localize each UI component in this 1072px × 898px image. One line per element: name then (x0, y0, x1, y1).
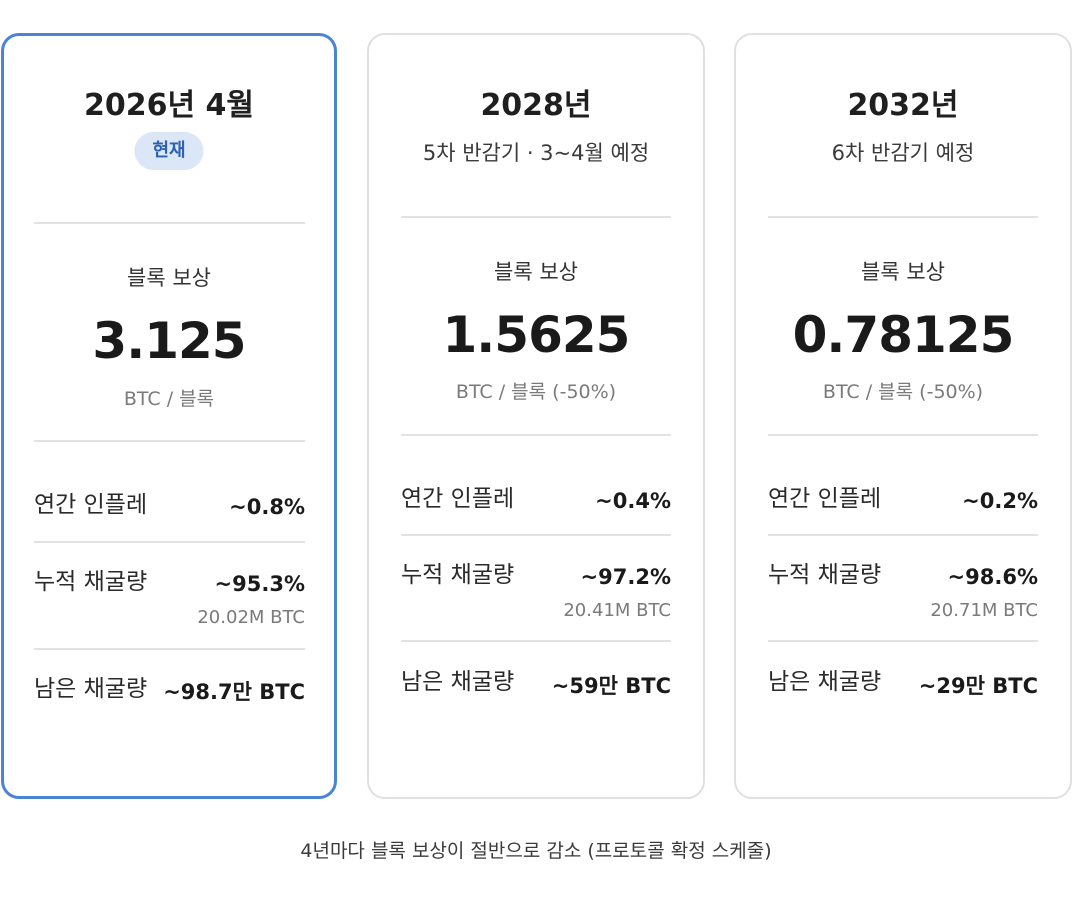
inflation-label: 연간 인플레 (401, 486, 515, 512)
current-badge: 현재 (134, 132, 204, 170)
mined-value: ~95.3% (214, 572, 305, 596)
remaining-value: ~98.7만 BTC (163, 680, 305, 704)
halving-card-2026: 2026년 4월 현재 블록 보상 3.125 BTC / 블록 연간 인플레 … (1, 33, 337, 799)
divider (401, 534, 671, 536)
inflation-label: 연간 인플레 (768, 486, 882, 512)
remaining-label: 남은 채굴량 (768, 669, 882, 695)
mined-amount: 20.71M BTC (930, 600, 1038, 621)
block-reward-value: 3.125 (92, 312, 246, 370)
divider (401, 434, 671, 436)
divider (34, 541, 305, 543)
block-reward-label: 블록 보상 (861, 260, 945, 284)
block-reward-value: 1.5625 (442, 306, 631, 364)
remaining-label: 남은 채굴량 (34, 676, 148, 702)
mined-amount: 20.41M BTC (563, 600, 671, 621)
divider (401, 216, 671, 218)
divider (34, 440, 305, 442)
card-year: 2032년 (847, 88, 959, 123)
inflation-value: ~0.8% (229, 495, 305, 519)
mined-value: ~97.2% (580, 565, 671, 589)
inflation-value: ~0.2% (962, 489, 1038, 513)
inflation-label: 연간 인플레 (34, 492, 148, 518)
remaining-value: ~29만 BTC (918, 674, 1038, 698)
halving-card-2032: 2032년 6차 반감기 예정 블록 보상 0.78125 BTC / 블록 (… (734, 33, 1072, 799)
inflation-value: ~0.4% (595, 489, 671, 513)
mined-label: 누적 채굴량 (401, 562, 515, 588)
remaining-value: ~59만 BTC (551, 674, 671, 698)
card-subtitle: 5차 반감기 · 3~4월 예정 (422, 141, 650, 165)
block-reward-unit: BTC / 블록 (-50%) (822, 381, 984, 403)
block-reward-label: 블록 보상 (127, 266, 211, 290)
remaining-label: 남은 채굴량 (401, 669, 515, 695)
block-reward-label: 블록 보상 (494, 260, 578, 284)
divider (34, 222, 305, 224)
halving-card-2028: 2028년 5차 반감기 · 3~4월 예정 블록 보상 1.5625 BTC … (367, 33, 705, 799)
divider (34, 648, 305, 650)
mined-amount: 20.02M BTC (197, 607, 305, 628)
card-year: 2028년 (480, 88, 592, 123)
card-year: 2026년 4월 (83, 88, 254, 123)
divider (768, 640, 1038, 642)
mined-label: 누적 채굴량 (768, 562, 882, 588)
divider (401, 640, 671, 642)
card-subtitle: 6차 반감기 예정 (831, 141, 975, 165)
mined-label: 누적 채굴량 (34, 569, 148, 595)
block-reward-unit: BTC / 블록 (-50%) (455, 381, 617, 403)
block-reward-value: 0.78125 (792, 306, 1015, 364)
block-reward-unit: BTC / 블록 (123, 388, 215, 410)
divider (768, 534, 1038, 536)
divider (768, 216, 1038, 218)
divider (768, 434, 1038, 436)
mined-value: ~98.6% (947, 565, 1038, 589)
footer-note: 4년마다 블록 보상이 절반으로 감소 (프로토콜 확정 스케줄) (300, 840, 772, 862)
